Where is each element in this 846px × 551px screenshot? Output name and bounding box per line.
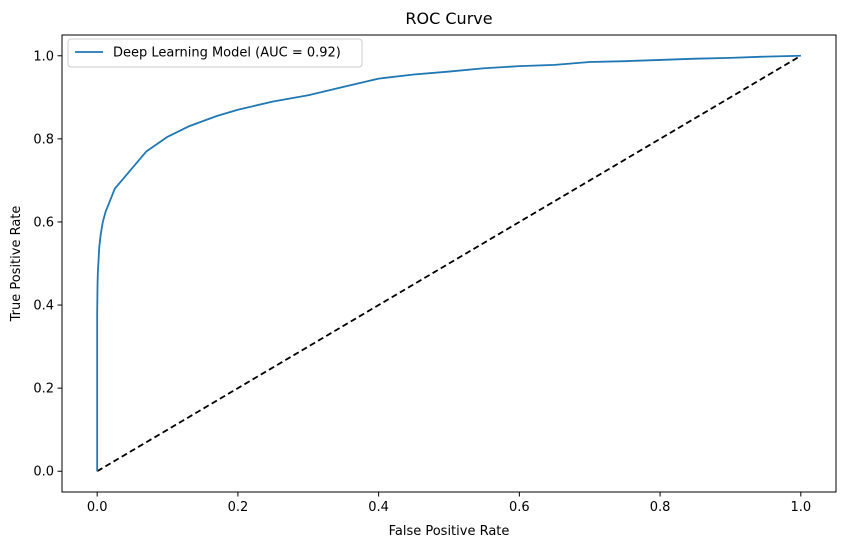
legend-box	[67, 38, 363, 68]
legend: Deep Learning Model (AUC = 0.92)	[67, 38, 363, 68]
x-tick-label: 0.2	[228, 500, 249, 515]
x-axis-ticks: 0.0 0.2 0.4 0.6 0.8 1.0	[87, 492, 811, 515]
y-tick-label: 0.0	[33, 465, 54, 480]
y-tick-label: 0.6	[33, 215, 54, 230]
chart-title: ROC Curve	[405, 9, 492, 28]
series-line-deep-learning-model	[96, 54, 801, 472]
x-axis-label: False Positive Rate	[389, 524, 510, 539]
series-line-diagonal-baseline	[96, 54, 802, 473]
y-axis-label: True Positive Rate	[9, 206, 24, 323]
y-tick-label: 0.4	[33, 299, 54, 314]
x-tick-label: 0.6	[509, 500, 530, 515]
x-tick-label: 0.8	[650, 500, 671, 515]
y-axis-ticks: 0.0 0.2 0.4 0.6 0.8 1.0	[33, 49, 62, 480]
x-tick-label: 0.0	[87, 500, 108, 515]
y-tick-label: 1.0	[33, 49, 54, 64]
legend-label-deep-learning-model: Deep Learning Model (AUC = 0.92)	[113, 46, 341, 61]
plot-frame	[61, 34, 837, 493]
y-tick-label: 0.2	[33, 382, 54, 397]
x-tick-label: 1.0	[790, 500, 811, 515]
y-tick-label: 0.8	[33, 132, 54, 147]
plot-area	[96, 54, 802, 473]
x-tick-label: 0.4	[368, 500, 389, 515]
